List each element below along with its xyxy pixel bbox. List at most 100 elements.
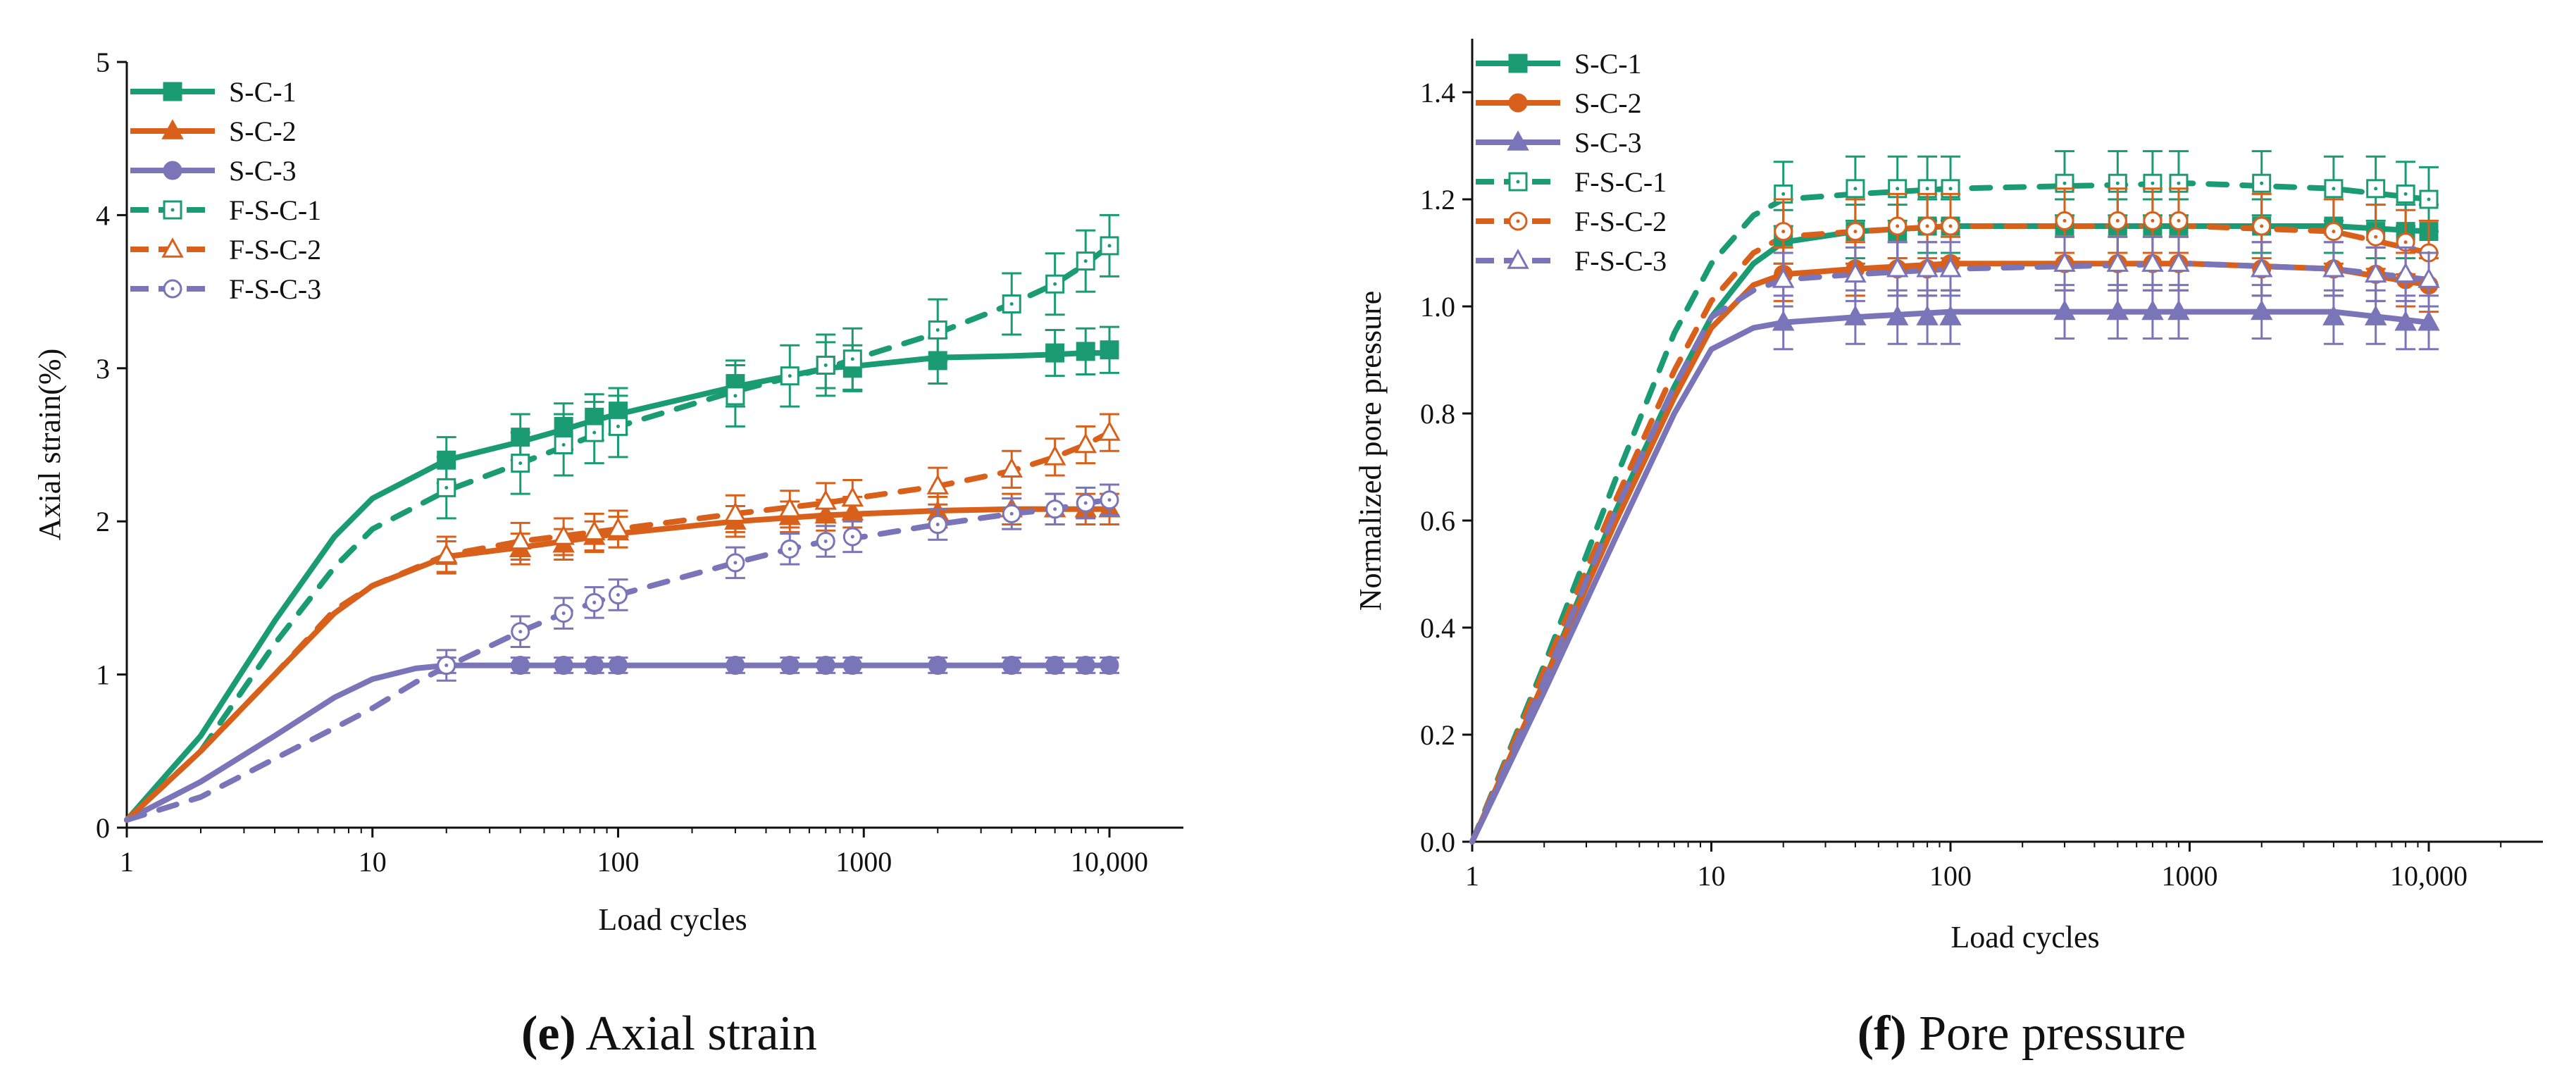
marker-F-S-C-2-dot <box>1781 230 1786 234</box>
marker-F-S-C-2 <box>552 525 575 545</box>
marker-S-C-3 <box>1939 305 1962 325</box>
caption-letter: (f) <box>1858 1007 1907 1061</box>
legend-marker-F-S-C-1-dot <box>170 208 175 212</box>
legend-marker-F-S-C-1 <box>1508 172 1528 192</box>
legend-label: F-S-C-1 <box>229 194 321 226</box>
marker-F-S-C-3 <box>1916 256 1939 278</box>
y-tick-label: 4 <box>96 199 110 231</box>
series-line-S-C-2 <box>1469 261 2432 845</box>
marker-F-S-C-1-dot <box>2427 197 2431 201</box>
x-tick-label: 10 <box>359 846 387 878</box>
y-tick-label: 2 <box>96 506 110 537</box>
legend-label: F-S-C-1 <box>1574 166 1667 198</box>
marker-F-S-C-3 <box>2418 268 2440 288</box>
marker-S-C-3 <box>780 656 799 676</box>
y-tick-label: 5 <box>96 46 110 78</box>
axis-ticks: 1 10 100 1000 10,000 0.0 0.2 0.4 0.6 0.8 1.0 1.2 1.4 <box>1420 77 2502 892</box>
marker-S-C-3 <box>2394 310 2417 331</box>
legend-label: S-C-2 <box>229 116 297 147</box>
x-tick-label: 100 <box>1929 860 1972 892</box>
caption: (e) Axial strain <box>521 1007 817 1061</box>
x-tick-label: 10,000 <box>2390 860 2468 892</box>
x-tick-label: 1000 <box>2162 860 2218 892</box>
marker-F-S-C-1-dot <box>561 443 566 447</box>
marker-F-S-C-3-dot <box>616 593 621 597</box>
marker-F-S-C-3-dot <box>788 547 792 551</box>
marker-F-S-C-1 <box>2366 179 2386 199</box>
marker-S-C-3 <box>511 656 530 676</box>
y-tick-label: 0.6 <box>1420 505 1455 537</box>
marker-S-C-3 <box>2053 299 2076 320</box>
marker-F-S-C-2-dot <box>2374 235 2378 239</box>
marker-F-S-C-3 <box>2167 251 2190 272</box>
marker-F-S-C-1-dot <box>2260 181 2264 185</box>
marker-S-C-3 <box>1916 305 1939 325</box>
marker-F-S-C-1-dot <box>1925 187 1929 191</box>
y-tick-label: 1 <box>96 659 110 691</box>
x-tick-label: 100 <box>597 846 640 878</box>
marker-F-S-C-3-dot <box>733 561 738 565</box>
marker-S-C-3 <box>1844 305 1867 325</box>
marker-F-S-C-1 <box>437 478 456 497</box>
caption-letter: (e) <box>521 1007 576 1061</box>
marker-F-S-C-1 <box>2324 179 2344 199</box>
marker-F-S-C-3-dot <box>561 611 566 616</box>
x-tick-label: 1 <box>1465 860 1479 892</box>
marker-F-S-C-2 <box>841 486 864 507</box>
chart-pore-pressure: 1 10 100 1000 10,000 0.0 0.2 0.4 0.6 0.8 1.0 1.2 1.4… <box>1353 39 2543 1061</box>
marker-F-S-C-3-dot <box>1053 507 1057 511</box>
marker-F-S-C-3 <box>2394 262 2417 283</box>
marker-S-C-3 <box>726 656 745 676</box>
marker-S-C-3 <box>585 656 604 676</box>
marker-F-S-C-1-dot <box>935 328 940 332</box>
marker-F-S-C-1-dot <box>850 357 854 361</box>
marker-F-S-C-3 <box>1772 268 1795 288</box>
legend-label: F-S-C-2 <box>1574 206 1667 237</box>
series-line-S-C-3 <box>124 662 1112 823</box>
y-tick-label: 0.2 <box>1420 719 1455 751</box>
marker-S-C-1 <box>1045 343 1065 363</box>
marker-F-S-C-3 <box>1939 256 1962 278</box>
marker-S-C-3 <box>816 656 835 676</box>
marker-S-C-3 <box>554 656 573 676</box>
marker-S-C-3 <box>2322 305 2345 325</box>
marker-F-S-C-2-dot <box>1925 224 1929 228</box>
series-line-F-S-C-2 <box>1469 223 2432 845</box>
legend-label: F-S-C-2 <box>229 234 321 266</box>
series-line-S-C-3 <box>1469 309 2432 845</box>
marker-F-S-C-3 <box>2106 251 2129 272</box>
y-tick-label: 0.8 <box>1420 398 1455 430</box>
legend-label: S-C-1 <box>1574 48 1642 80</box>
marker-S-C-3 <box>2141 299 2164 320</box>
marker-F-S-C-3 <box>2250 256 2273 278</box>
marker-F-S-C-2 <box>1098 421 1121 441</box>
marker-F-S-C-1-dot <box>2177 181 2181 185</box>
legend-marker-F-S-C-1-dot <box>1516 180 1520 184</box>
marker-F-S-C-1-dot <box>1009 301 1014 306</box>
y-tick-label: 1.2 <box>1420 184 1455 216</box>
marker-F-S-C-1 <box>928 320 947 340</box>
marker-F-S-C-2 <box>583 520 606 541</box>
marker-F-S-C-2 <box>724 502 747 523</box>
marker-F-S-C-1-dot <box>1083 259 1088 263</box>
legend-marker-S-C-2 <box>161 119 184 139</box>
y-tick-label: 1.0 <box>1420 291 1455 323</box>
marker-S-C-3 <box>1100 656 1119 676</box>
legend-label: S-C-3 <box>229 155 297 187</box>
marker-F-S-C-2-dot <box>2403 240 2408 244</box>
marker-F-S-C-1-dot <box>2151 181 2155 185</box>
marker-F-S-C-3-dot <box>935 523 940 527</box>
marker-F-S-C-1-dot <box>1053 282 1057 286</box>
y-tick-label: 1.4 <box>1420 77 1455 108</box>
series-lines <box>1469 180 2432 845</box>
marker-F-S-C-2-dot <box>2177 218 2181 223</box>
marker-F-S-C-1 <box>554 435 573 454</box>
legend-marker-S-C-1 <box>1508 54 1528 73</box>
x-tick-label: 10,000 <box>1071 846 1148 878</box>
x-tick-label: 10 <box>1698 860 1726 892</box>
x-tick-label: 1 <box>120 846 134 878</box>
y-tick-label: 0 <box>96 812 110 844</box>
marker-F-S-C-1-dot <box>616 424 621 428</box>
